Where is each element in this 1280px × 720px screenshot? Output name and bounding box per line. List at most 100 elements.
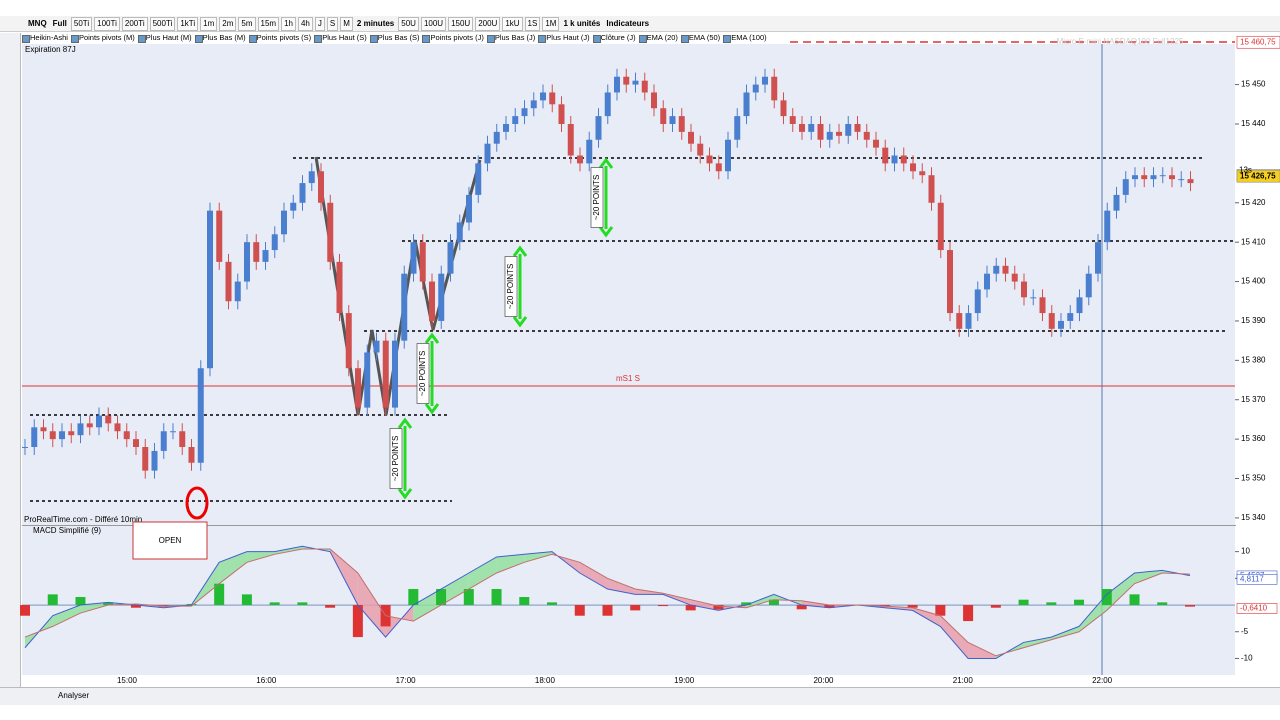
- interval-button[interactable]: 4h: [297, 16, 313, 31]
- candle: [540, 92, 546, 101]
- unit-button[interactable]: 1M: [542, 16, 560, 31]
- legend-item[interactable]: EMA (100): [723, 33, 767, 44]
- histogram-bar: [935, 605, 946, 616]
- price-tick-label: 15 350: [1241, 474, 1266, 483]
- macd-fill: [25, 615, 53, 648]
- legend-item[interactable]: Plus Bas (J): [486, 33, 535, 44]
- legend-item[interactable]: EMA (50): [680, 33, 720, 44]
- interval-button[interactable]: 100Ti: [94, 16, 120, 31]
- interval-button[interactable]: 5m: [238, 16, 256, 31]
- unit-button[interactable]: 1S: [524, 16, 541, 31]
- macd-fill: [1134, 570, 1163, 584]
- candle: [299, 183, 306, 203]
- candle: [577, 155, 583, 164]
- unit-button[interactable]: 100U: [420, 16, 447, 31]
- candle: [1095, 242, 1101, 274]
- macd-value-box: [1236, 603, 1278, 614]
- interval-button[interactable]: 500Ti: [149, 16, 176, 31]
- symbol[interactable]: MNQ: [28, 18, 47, 28]
- tool-sidebar: [0, 33, 21, 687]
- interval-button[interactable]: 2m: [219, 16, 237, 31]
- candle: [836, 131, 842, 136]
- legend-item[interactable]: Heikin-Ashi: [22, 33, 68, 44]
- candle: [22, 447, 28, 449]
- candle: [660, 108, 667, 124]
- interval-button[interactable]: M: [340, 16, 353, 31]
- interval-button[interactable]: 1m: [200, 16, 218, 31]
- candle: [614, 76, 620, 93]
- legend-item[interactable]: Plus Haut (J): [538, 33, 590, 44]
- legend-item[interactable]: Plus Bas (M): [194, 33, 246, 44]
- candle: [419, 242, 426, 282]
- legend-item[interactable]: Points pivots (J): [422, 33, 484, 44]
- histogram-bar: [602, 605, 613, 616]
- zigzag: [314, 156, 482, 416]
- histogram-bar: [269, 602, 280, 606]
- macd-fill: [746, 594, 774, 608]
- time-label: 22:00: [1092, 676, 1113, 685]
- candle: [808, 123, 815, 132]
- histogram-bar: [408, 589, 419, 606]
- candle: [410, 242, 417, 274]
- unit-select[interactable]: 1 k unités: [563, 18, 601, 28]
- candle: [40, 427, 47, 432]
- unit-button[interactable]: 150U: [448, 16, 474, 31]
- candle: [910, 163, 916, 172]
- interval-button[interactable]: 200Ti: [121, 16, 148, 31]
- candle: [271, 234, 278, 251]
- annotation-label: ~20 POINTS: [592, 175, 601, 221]
- candle: [1058, 320, 1064, 329]
- candle: [503, 123, 509, 132]
- candle: [123, 431, 130, 440]
- unit-button[interactable]: 50U: [398, 16, 419, 31]
- legend-item[interactable]: Plus Haut (M): [137, 33, 192, 44]
- mode[interactable]: Full: [52, 18, 67, 28]
- candle: [114, 423, 121, 432]
- analyse-button[interactable]: Analyser: [58, 691, 90, 700]
- indicators[interactable]: Indicateurs: [606, 18, 650, 28]
- candle: [521, 108, 528, 117]
- legend-item[interactable]: Clôture (J): [592, 33, 636, 44]
- candle: [142, 447, 149, 471]
- legend-item[interactable]: Points pivots (S): [248, 33, 311, 44]
- interval-button[interactable]: 1h: [281, 16, 296, 31]
- annotation-label: ~20 POINTS: [506, 264, 515, 310]
- price-label: 15 460,75: [1240, 37, 1276, 46]
- price-tick-label: 15 360: [1241, 434, 1266, 443]
- interval-button[interactable]: 1kTi: [177, 16, 199, 31]
- candle: [86, 423, 93, 428]
- price-tick-label: 15 440: [1241, 119, 1266, 128]
- legend-item[interactable]: Plus Bas (S): [369, 33, 419, 44]
- interval-button[interactable]: 50Ti: [70, 16, 93, 31]
- macd-fill: [413, 589, 442, 622]
- candle: [290, 202, 297, 211]
- candle: [799, 123, 805, 132]
- macd-title: MACD Simplifié (9): [33, 526, 101, 535]
- candle: [281, 210, 287, 235]
- macd-fill: [468, 556, 497, 590]
- macd-value-label: 4,8117: [1240, 574, 1264, 583]
- macd-fill: [773, 594, 802, 606]
- candle: [392, 340, 398, 408]
- interval-button[interactable]: S: [326, 16, 339, 31]
- candle: [160, 431, 167, 451]
- interval-button[interactable]: 15m: [257, 16, 280, 31]
- interval-button[interactable]: J: [314, 16, 325, 31]
- unit-button[interactable]: 1kU: [502, 16, 523, 31]
- legend-item[interactable]: EMA (20): [638, 33, 678, 44]
- price-label-box: [1236, 169, 1280, 183]
- candle: [1011, 273, 1018, 282]
- macd-fill: [912, 607, 941, 627]
- arrow-head: [397, 417, 413, 500]
- macd-fill: [274, 546, 303, 555]
- macd-fill: [801, 600, 830, 608]
- period[interactable]: 2 minutes: [356, 18, 395, 28]
- candle: [651, 92, 657, 109]
- unit-button[interactable]: 200U: [475, 16, 501, 31]
- legend-item[interactable]: Plus Haut (S): [314, 33, 367, 44]
- candle: [789, 116, 796, 124]
- macd-fill: [357, 572, 386, 638]
- legend-item[interactable]: Points pivots (M): [70, 33, 135, 44]
- macd-fill: [108, 602, 136, 606]
